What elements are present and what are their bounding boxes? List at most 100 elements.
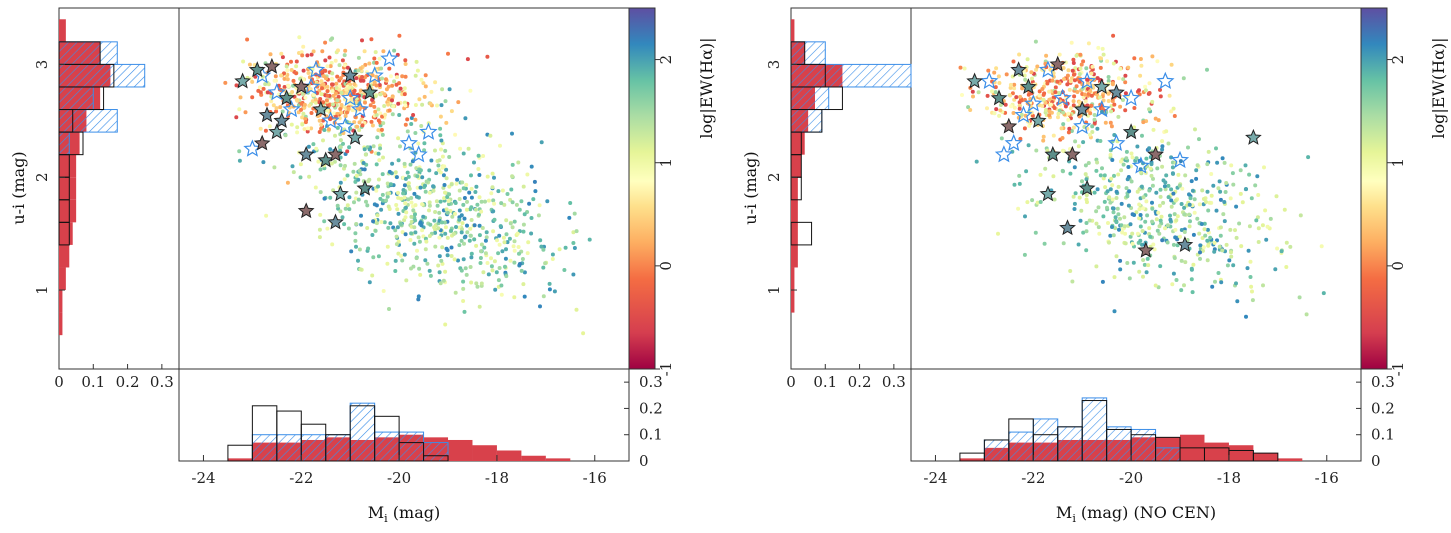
scatter-point [1118,267,1123,272]
scatter-point [295,130,300,135]
scatter-point [1049,102,1053,107]
scatter-point [1070,68,1075,73]
scatter-point [321,138,325,143]
scatter-point [398,86,403,91]
scatter-point [1108,200,1113,205]
scatter-point [417,97,422,102]
scatter-point [372,104,377,109]
scatter-point [538,304,542,309]
scatter-point [1053,85,1058,90]
scatter-point [1150,219,1155,224]
scatter-point [1143,84,1148,89]
scatter-point [294,64,299,69]
scatter-point [1152,247,1157,252]
scatter-point [413,73,418,78]
scatter-point [1014,95,1019,100]
scatter-point [1137,207,1142,212]
scatter-point [347,85,352,90]
scatter-point [409,219,414,224]
scatter-point [1200,188,1205,193]
scatter-point [1169,204,1174,209]
scatter-point [386,102,391,107]
scatter-point [339,90,344,95]
scatter-point [1141,206,1146,211]
scatter-point [1216,271,1221,275]
scatter-point [1198,250,1202,255]
scatter-point [459,238,464,243]
scatter-point [1160,144,1165,149]
scatter-point [439,138,444,143]
scatter-point [264,213,269,218]
scatter-point [413,230,418,235]
x-tick-label: -18 [1217,469,1241,487]
scatter-point [1209,193,1214,198]
scatter-point [402,161,407,166]
scatter-point [525,251,530,256]
scatter-point [249,76,254,81]
scatter-point [338,163,343,168]
scatter-point [1101,214,1106,219]
scatter-point [532,179,537,184]
scatter-point [403,62,408,66]
scatter-point [1066,117,1071,122]
scatter-point [465,199,469,204]
scatter-point [999,136,1004,141]
scatter-point [436,263,441,268]
scatter-point [510,131,514,136]
scatter-point [370,233,375,237]
scatter-point [1147,146,1152,151]
scatter-point [490,171,495,176]
scatter-point [1288,244,1293,249]
x-tick-label: -24 [923,469,947,487]
hist-bar-centrals [1252,452,1279,462]
scatter-point [1077,72,1082,77]
scatter-point [461,186,466,191]
scatter-point [469,251,474,256]
scatter-point [1095,187,1100,192]
scatter-point [362,147,367,152]
scatter-point [1128,222,1133,227]
scatter-point [443,322,448,327]
scatter-point [492,201,497,206]
scatter-point [477,212,481,217]
central-star-marker [346,128,364,145]
scatter-point [376,107,381,112]
scatter-point [481,154,486,158]
scatter-point [431,184,436,189]
scatter-point [419,223,424,228]
scatter-point [474,243,479,248]
scatter-point [1154,190,1159,195]
scatter-point [1145,213,1150,218]
scatter-point [496,189,501,194]
scatter-point [330,82,334,87]
hist-bar-satellites [398,431,425,462]
scatter-point [477,223,482,228]
scatter-point [469,280,474,285]
scatter-point [1179,288,1184,293]
scatter-point [1068,106,1073,111]
scatter-point [1098,139,1103,143]
scatter-point [1096,225,1101,230]
central-star-marker [292,78,310,95]
scatter-point [331,188,336,193]
scatter-point [992,70,997,75]
scatter-point [460,227,464,232]
scatter-point [317,235,322,240]
scatter-point [457,188,462,193]
scatter-point [1081,140,1086,145]
scatter-point [522,270,527,275]
scatter-point [388,182,393,187]
scatter-point [1179,202,1184,206]
scatter-point [321,100,326,105]
scatter-point [1112,173,1116,178]
scatter-point [360,75,365,79]
scatter-point [423,183,427,188]
scatter-point [480,226,485,230]
scatter-point [1061,122,1066,127]
scatter-point [1147,81,1152,86]
scatter-point [512,219,517,224]
scatter-point [346,226,351,231]
scatter-point [434,199,439,204]
scatter-point [496,278,501,283]
scatter-point [397,33,402,38]
